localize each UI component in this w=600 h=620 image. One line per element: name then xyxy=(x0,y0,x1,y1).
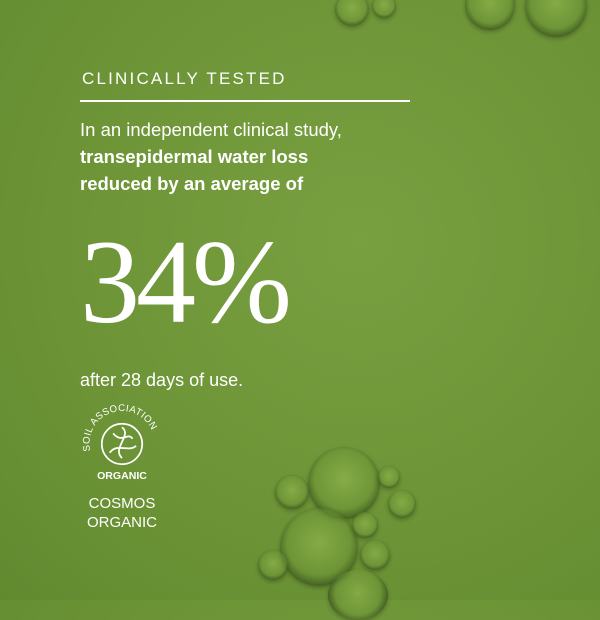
divider xyxy=(80,100,410,102)
intro-text: In an independent clinical study, transe… xyxy=(80,116,520,197)
stat-value: 34% xyxy=(80,215,292,348)
intro-line: In an independent clinical study, xyxy=(80,119,342,140)
caption-line: ORGANIC xyxy=(86,514,157,531)
soil-association-logo: SOIL ASSOCIATION ORGANIC xyxy=(81,403,158,482)
cosmos-organic-label: COSMOS ORGANIC xyxy=(80,494,164,532)
svg-text:ORGANIC: ORGANIC xyxy=(97,470,147,482)
after-text: after 28 days of use. xyxy=(80,370,244,390)
caption-line: COSMOS xyxy=(88,495,156,512)
heading: CLINICALLY TESTED xyxy=(82,69,287,88)
intro-bold: transepidermal water loss reduced by an … xyxy=(80,146,309,194)
